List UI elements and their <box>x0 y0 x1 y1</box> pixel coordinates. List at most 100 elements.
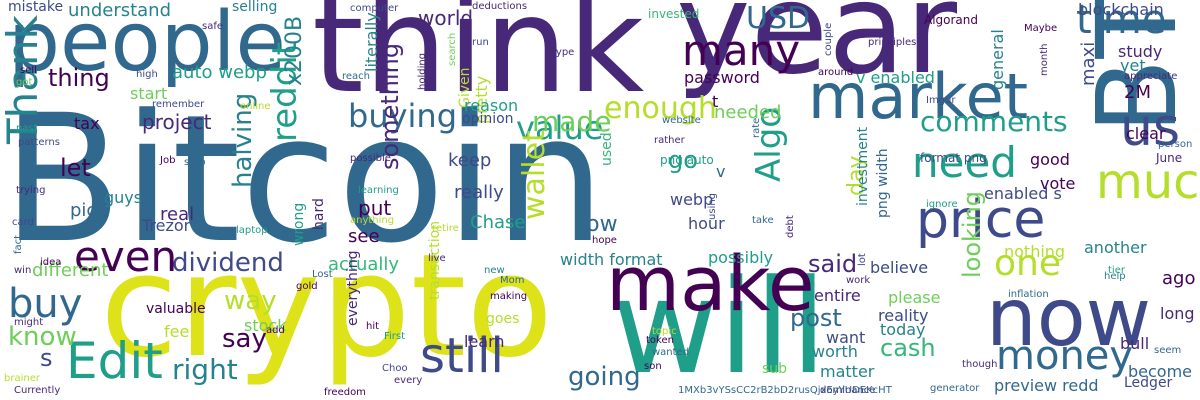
word-think: think <box>312 0 645 123</box>
word-though: though <box>962 359 998 370</box>
word-gold: gold <box>296 281 318 292</box>
word-another: another <box>1084 238 1147 257</box>
word-worth: worth <box>812 342 858 361</box>
word-reach: reach <box>342 71 371 82</box>
word-new: new <box>484 265 505 276</box>
word-wrong: wrong <box>291 202 307 246</box>
word-wanted: wanted <box>652 347 690 358</box>
word-png-auto: png auto <box>660 153 714 167</box>
word-possible: possible <box>350 153 391 164</box>
word-couple: couple <box>823 22 834 56</box>
word-holding: holding <box>417 52 428 90</box>
word-son: son <box>644 361 662 372</box>
word-bitcoin: Bitcoin <box>2 77 606 282</box>
word-topic: topic <box>652 326 677 337</box>
word-take: take <box>752 215 774 226</box>
word-world: world <box>418 6 474 30</box>
word-help: help <box>1104 271 1126 282</box>
word-something: something <box>376 42 404 170</box>
word-long: long <box>1160 304 1195 323</box>
word-deductions: deductions <box>472 1 528 12</box>
word-way: way <box>224 286 277 316</box>
word-password: password <box>684 68 760 87</box>
word-card: card <box>12 217 34 228</box>
word-stop: stop <box>184 157 206 168</box>
word-add: add <box>266 325 285 336</box>
word-algorand: Algorand <box>924 13 979 27</box>
word-hour: hour <box>688 214 725 233</box>
word-nothing: nothing <box>1004 242 1066 261</box>
word-imgur: Imgur <box>926 95 956 106</box>
word-study: study <box>1118 42 1163 61</box>
word-choo: Choo <box>382 363 408 374</box>
word-learn: learn <box>464 332 505 351</box>
word-let: let <box>60 154 91 182</box>
word-opinion: opinion <box>462 111 514 127</box>
word-project: project <box>142 110 212 134</box>
word-making: making <box>490 291 528 302</box>
word-trezor: Trezor <box>142 216 191 235</box>
word-keep: keep <box>448 150 492 171</box>
word-hope: hope <box>592 235 617 246</box>
word-png-width: png width <box>875 148 891 218</box>
word-inflation: inflation <box>1008 289 1049 300</box>
word-1mxb3vysscc2rb2bd2rusqjx: 1MXb3vYSsCC2rB2bD2rusQjxEyYUDEKcHT <box>678 385 892 396</box>
word-maybe: Maybe <box>1024 23 1058 34</box>
word-laptop: laptop <box>236 225 268 236</box>
word-webp: webp <box>670 190 714 209</box>
word-entire: entire <box>814 286 861 305</box>
word-crypto: crypto <box>100 224 554 389</box>
word-still: still <box>420 328 504 384</box>
word-blockchain: blockchain <box>1078 0 1164 19</box>
word-search: search <box>447 32 458 66</box>
word-token: token <box>646 335 674 346</box>
word-time: time <box>1076 0 1167 43</box>
word-value: value <box>516 109 604 147</box>
word-post: post <box>790 304 842 332</box>
word-investment: investment <box>855 126 871 206</box>
word-money: money <box>996 333 1134 379</box>
word-going: going <box>568 362 641 392</box>
word-idea: idea <box>40 257 62 268</box>
word-thing: thing <box>48 64 110 92</box>
word-vote: vote <box>1040 174 1076 193</box>
word-tier: tier <box>1108 265 1125 276</box>
word-computer: computer <box>350 3 399 14</box>
word-person: person <box>1158 139 1193 150</box>
word-ago: ago <box>1162 268 1196 289</box>
word-first: First <box>384 331 406 342</box>
word-needed: needed <box>714 102 782 123</box>
word-hard: hard <box>311 198 327 230</box>
word-looking: looking <box>958 190 986 278</box>
word-know: know <box>8 322 77 352</box>
word-literally: literally <box>362 12 381 72</box>
word-work: work <box>846 275 871 286</box>
word-really: really <box>454 182 504 203</box>
word-selling: selling <box>232 0 278 15</box>
word-live: live <box>428 253 446 264</box>
word-used: used <box>599 132 615 166</box>
word-need: need <box>912 138 1017 187</box>
word-reality: reality <box>878 306 929 325</box>
word-today: today <box>880 320 926 339</box>
word-even: even <box>74 232 178 281</box>
word-2m: 2M <box>1124 82 1151 103</box>
word-believe: believe <box>870 258 929 277</box>
word-trying: trying <box>16 185 46 196</box>
word-year: year <box>676 0 958 102</box>
word-go: go <box>668 146 698 174</box>
word-lost: Lost <box>312 269 333 280</box>
word-stock: stock <box>244 316 287 335</box>
word-now: now <box>986 271 1152 364</box>
word-remember: remember <box>152 99 205 110</box>
word-reason: reason <box>464 96 519 115</box>
word-s: s <box>40 344 53 372</box>
word-want: want <box>826 328 866 347</box>
word-june: June <box>1156 151 1183 165</box>
word-wallet: wallet <box>517 130 552 220</box>
word-ignore: ignore <box>926 199 958 210</box>
word-preview-redd: preview redd <box>994 376 1099 395</box>
word-many: many <box>682 26 801 75</box>
word-might: might <box>14 317 44 328</box>
word-mom: Mom <box>500 275 525 286</box>
